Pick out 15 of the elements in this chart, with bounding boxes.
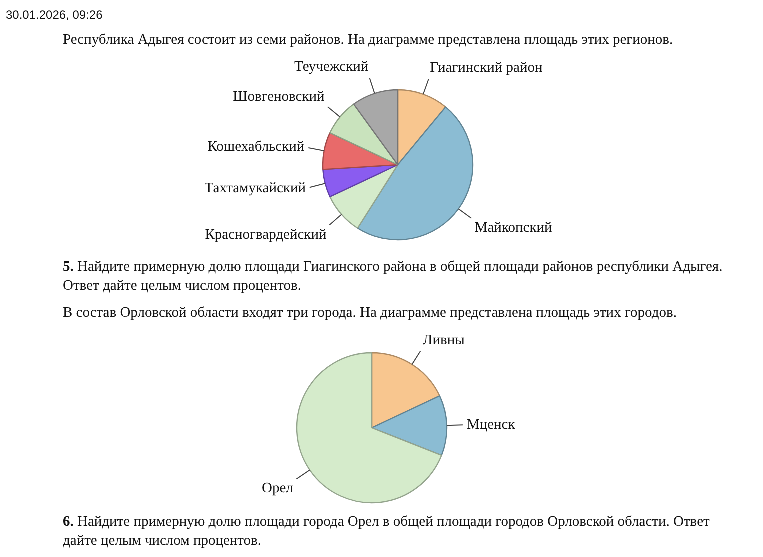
slice-label: Кошехабльский (208, 139, 305, 156)
slice-label: Мценск (466, 416, 516, 433)
slice-label: Шовгеновский (233, 89, 326, 106)
slice-label: Майкопский (474, 220, 553, 236)
text: 5. Найдите примерную долю площади Гиагинского района в общей площади районов республики Адыгея. Ответ дайте целым числом процентов. (63, 258, 724, 296)
slice-label: Тахтамукайский (204, 180, 306, 196)
chart-title: Республика Адыгея состоит из семи районов. На диаграмме представлена площадь этих регионов. (63, 31, 674, 50)
text: 30.01.2026, 09:26 (6, 8, 103, 22)
text: 6. Найдите примерную долю площади города Орел в общей площади городов Орловской области. Ответ дайте целым числом процентов. (63, 513, 711, 551)
slice-label: Гиагинский район (430, 60, 543, 76)
slice-label: Теучежский (294, 59, 369, 76)
slice-label: Орел (262, 480, 294, 496)
slice-label: Красногвардейский (205, 226, 327, 243)
slice-label: Ливны (422, 332, 466, 348)
chart-title: В состав Орловской области входят три города. На диаграмме представлена площадь этих городов. (63, 304, 678, 323)
